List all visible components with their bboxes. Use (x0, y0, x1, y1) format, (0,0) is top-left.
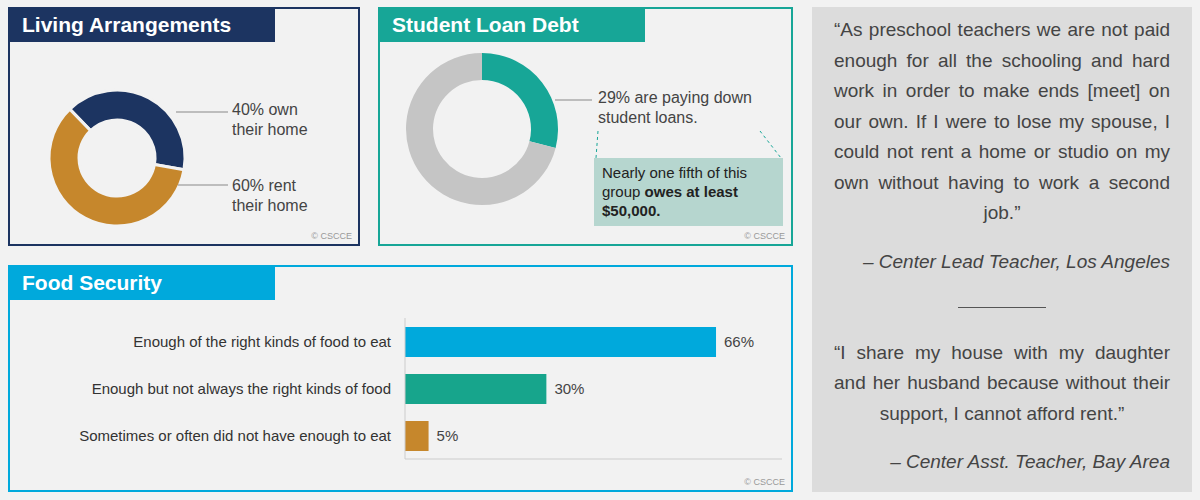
html-text:– Center Lead Teacher, Los Ang: – Center Lead Teacher, Los Angeles (863, 250, 1170, 272)
svg-text:Enough of the right kinds of f: Enough of the right kinds of food to eat (133, 333, 392, 350)
html-text:60% rent their home: 60% rent their home (232, 177, 308, 214)
html-text:© CSCCE: © CSCCE (744, 231, 785, 241)
html-text:Food Security: Food Security (22, 271, 162, 294)
html-text:Nearly one fifth of this group: Nearly one fifth of this group owes at l… (602, 164, 748, 219)
html-text:40% own their home: 40% own their home (232, 101, 308, 138)
svg-text:Enough but not always the righ: Enough but not always the right kinds of… (92, 380, 391, 397)
svg-text:30%: 30% (554, 380, 584, 397)
svg-text:5%: 5% (437, 427, 459, 444)
html-text:Living Arrangements: Living Arrangements (22, 13, 232, 36)
svg-text:66%: 66% (724, 333, 754, 350)
html-text:© CSCCE: © CSCCE (744, 477, 785, 487)
html-text:Student Loan Debt: Student Loan Debt (392, 13, 579, 36)
html-text:© CSCCE: © CSCCE (311, 231, 352, 241)
html-text:“I share my house with my daug: “I share my house with my daughter and h… (834, 341, 1170, 424)
html-text:– Center Asst. Teacher, Bay Ar: – Center Asst. Teacher, Bay Area (890, 451, 1170, 472)
svg-text:Sometimes or often did not hav: Sometimes or often did not have enough t… (79, 427, 392, 444)
html-text:29% are paying down student lo: 29% are paying down student loans. (598, 89, 752, 126)
html-text:“As preschool teachers we are: “As preschool teachers we are not paid e… (834, 19, 1170, 223)
